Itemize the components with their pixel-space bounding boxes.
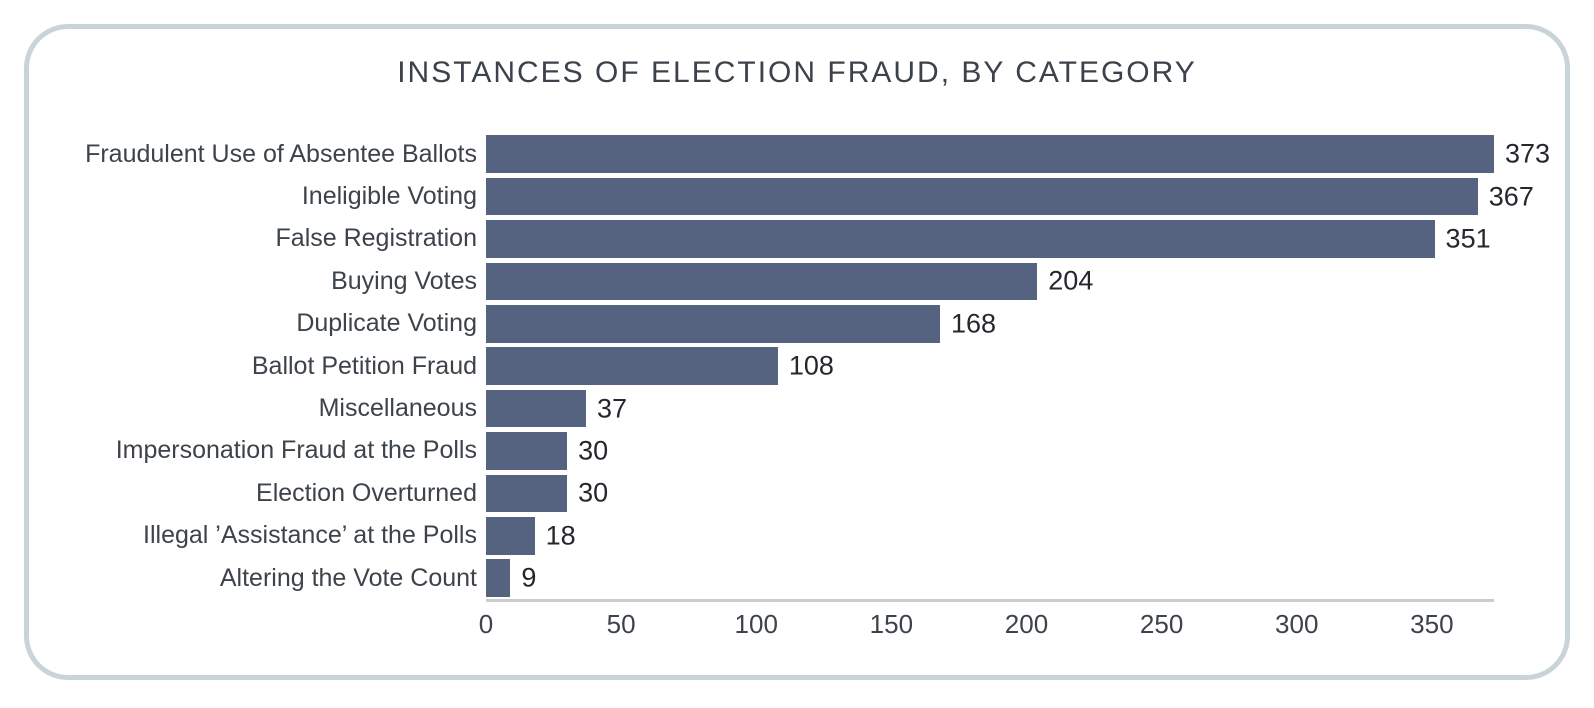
category-label: False Registration [275,224,477,253]
category-label: Election Overturned [256,478,477,507]
bar-row: Illegal ’Assistance’ at the Polls 18 [29,515,1565,557]
category-label: Miscellaneous [318,394,477,423]
value-label: 204 [1048,265,1094,296]
bar-rows: Fraudulent Use of Absentee Ballots 373 Ine… [29,133,1565,599]
x-tick-label: 350 [1410,609,1454,640]
bar-row: Altering the Vote Count 9 [29,557,1565,599]
value-label: 37 [596,393,628,424]
bar-track: 37 [486,389,1494,428]
bar-chart: Fraudulent Use of Absentee Ballots 373 Ine… [29,133,1565,642]
bar-track: 18 [486,516,1494,555]
x-tick-label: 200 [1004,609,1049,640]
x-tick-label: 0 [478,609,494,640]
bar [486,262,1038,301]
value-label: 168 [951,308,997,339]
bar-track: 351 [486,220,1494,258]
category-label: Duplicate Voting [296,309,477,338]
chart-card: INSTANCES OF ELECTION FRAUD, BY CATEGORY… [24,24,1570,680]
bar [486,220,1435,258]
value-label: 108 [788,350,834,381]
bar-row: Ballot Petition Fraud 108 [29,345,1565,387]
x-tick-label: 250 [1139,609,1184,640]
category-label: Altering the Vote Count [219,563,477,592]
bar [486,559,511,597]
chart-title: INSTANCES OF ELECTION FRAUD, BY CATEGORY [397,56,1197,89]
value-label: 351 [1445,223,1491,254]
category-label: Ballot Petition Fraud [251,351,477,380]
x-tick-label: 100 [734,609,778,640]
category-label: Fraudulent Use of Absentee Ballots [85,139,477,168]
bar-row: Ineligible Voting 367 [29,175,1565,217]
bar-row: Fraudulent Use of Absentee Ballots 373 [29,133,1565,175]
bar [486,347,778,385]
bar-row: Impersonation Fraud at the Polls 30 [29,430,1565,472]
value-label: 367 [1488,181,1534,212]
value-label: 18 [545,520,576,551]
bar-row: Miscellaneous 37 [29,387,1565,429]
value-label: 9 [521,562,537,593]
x-axis-line [486,599,1494,603]
bar [486,177,1478,216]
bar [486,389,586,428]
x-tick-label: 300 [1275,609,1319,640]
bar-track: 108 [486,347,1494,385]
bar [486,516,535,555]
bar-row: False Registration 351 [29,218,1565,260]
value-label: 373 [1505,138,1551,169]
bar-row: Election Overturned 30 [29,472,1565,514]
bar-track: 9 [486,559,1494,597]
x-axis-ticks: 0 50 100 150 200 250 300 350 [29,602,1565,642]
bar-track: 204 [486,262,1494,301]
x-tick-label: 50 [606,609,636,640]
bar [486,432,568,470]
bar-row: Buying Votes 204 [29,260,1565,302]
category-label: Illegal ’Assistance’ at the Polls [143,521,477,550]
value-label: 30 [578,477,609,508]
category-label: Buying Votes [331,266,477,295]
category-label: Impersonation Fraud at the Polls [115,436,477,465]
bar [486,474,568,513]
bar-track: 373 [486,135,1550,173]
bar-track: 30 [486,474,1494,513]
value-label: 30 [578,435,609,466]
bar [486,304,940,343]
category-label: Ineligible Voting [301,182,477,211]
x-tick-label: 150 [869,609,914,640]
bar-track: 30 [486,432,1494,470]
bar-track: 168 [486,304,1494,343]
bar-track: 367 [486,177,1534,216]
bar-row: Duplicate Voting 168 [29,303,1565,345]
bar [486,135,1494,173]
